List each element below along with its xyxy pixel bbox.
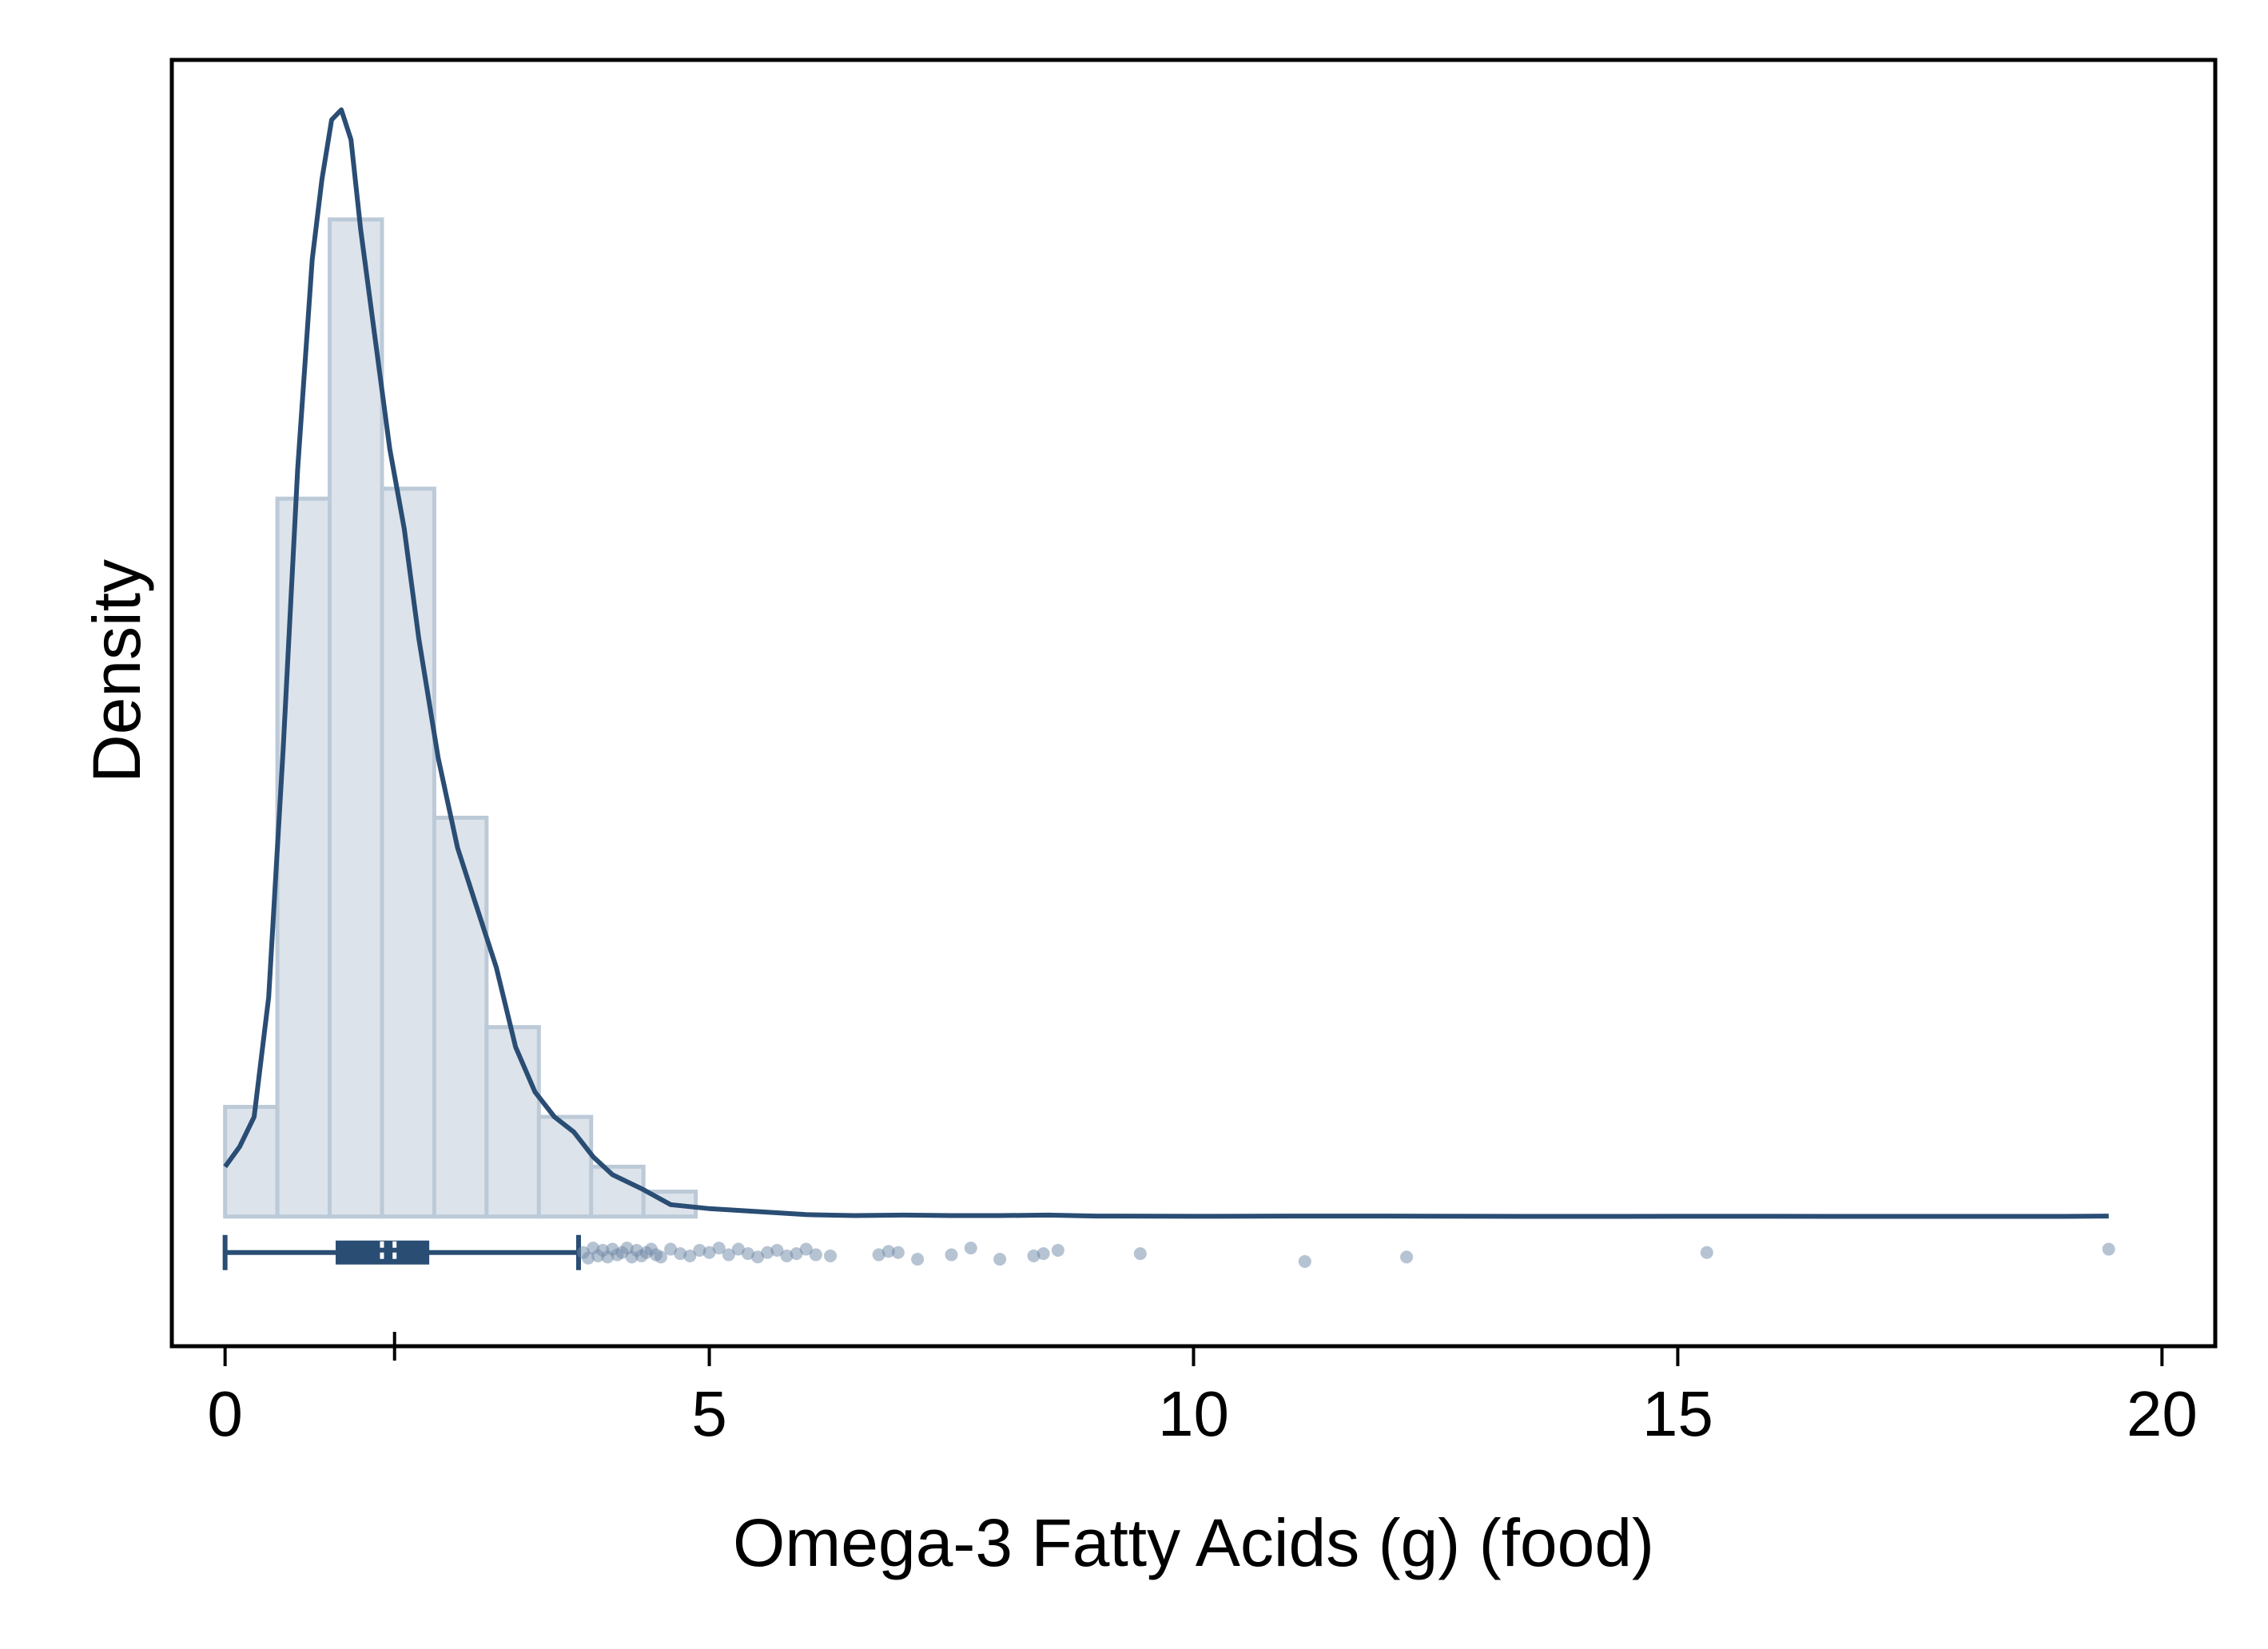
outlier-point — [1133, 1247, 1147, 1261]
outlier-point — [809, 1248, 822, 1262]
outlier-point — [799, 1242, 813, 1256]
histogram-bar — [589, 1164, 646, 1219]
outlier-point — [693, 1243, 706, 1257]
outlier-point — [1400, 1250, 1414, 1264]
outlier-point — [824, 1249, 838, 1262]
outlier-point — [780, 1249, 794, 1262]
boxplot — [222, 1234, 581, 1270]
histogram-bar — [328, 217, 384, 1219]
outlier-point — [742, 1247, 755, 1261]
x-tick-label: 20 — [2127, 1378, 2198, 1449]
outlier-point — [731, 1242, 745, 1256]
outlier-point — [712, 1242, 726, 1255]
outlier-point — [2102, 1242, 2115, 1256]
outlier-point — [964, 1242, 977, 1255]
outlier-point — [674, 1247, 687, 1261]
y-axis-title: Density — [79, 559, 154, 783]
histogram-bar — [380, 487, 436, 1219]
density-curve — [223, 107, 2109, 1219]
outlier-point — [683, 1249, 697, 1262]
outlier-point — [872, 1248, 885, 1262]
outlier-point — [945, 1248, 958, 1262]
histogram-bar — [536, 1115, 594, 1219]
histogram-bar — [484, 1025, 541, 1219]
outlier-point — [790, 1247, 803, 1261]
outlier-point — [654, 1250, 667, 1264]
x-tick-label: 0 — [207, 1378, 243, 1449]
outlier-point — [722, 1248, 735, 1262]
x-axis-ticks: 0 5 10 15 20 — [207, 1332, 2198, 1449]
histogram-bar — [275, 496, 332, 1219]
outlier-point — [1037, 1247, 1050, 1261]
histogram-bar — [432, 816, 489, 1219]
outlier-point — [911, 1253, 925, 1266]
outlier-point — [751, 1250, 765, 1264]
outlier-point — [761, 1246, 774, 1259]
outlier-point — [1027, 1249, 1040, 1262]
outlier-point — [770, 1243, 784, 1257]
x-axis-title: Omega-3 Fatty Acids (g) (food) — [733, 1505, 1654, 1580]
outlier-point — [702, 1246, 716, 1259]
outlier-point — [891, 1246, 905, 1259]
outlier-point — [881, 1245, 895, 1258]
outlier-point — [1298, 1254, 1311, 1268]
outlier-point — [1700, 1246, 1713, 1259]
outlier-point — [582, 1251, 595, 1265]
outlier-point — [993, 1253, 1007, 1266]
outlier-point — [664, 1242, 678, 1256]
histogram-bars — [223, 217, 698, 1219]
outlier-point — [1051, 1243, 1064, 1257]
x-tick-label: 5 — [691, 1378, 727, 1449]
x-tick-label: 15 — [1642, 1378, 1713, 1449]
outlier-points — [577, 1242, 2115, 1268]
x-tick-label: 10 — [1158, 1378, 1229, 1449]
